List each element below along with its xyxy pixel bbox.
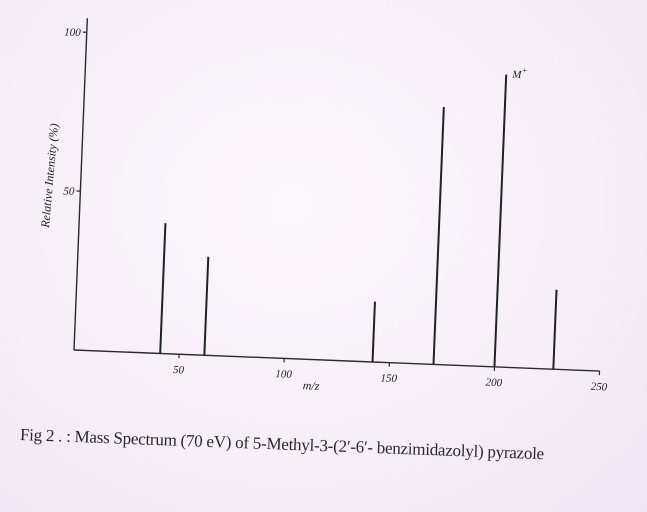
spectrum-peak xyxy=(493,74,508,367)
spectrum-peak xyxy=(432,107,445,365)
x-tick-label: 200 xyxy=(485,377,502,390)
y-tick-label: 100 xyxy=(64,26,81,39)
x-tick-label: 250 xyxy=(590,381,607,394)
x-tick-label: 150 xyxy=(380,372,397,385)
x-axis-line xyxy=(73,349,600,372)
figure-caption: Fig 2 . : Mass Spectrum (70 eV) of 5-Met… xyxy=(19,425,545,464)
x-tick-label: 50 xyxy=(173,364,185,376)
x-axis-label: m/z xyxy=(302,378,320,393)
spectrum-peak xyxy=(203,256,210,356)
x-ticks-group: 50 100 150 200 250 xyxy=(173,354,608,394)
mass-spectrum-chart: 100 50 50 100 150 200 250 M+ m/z Relative Int… xyxy=(38,18,608,394)
spectrum-peak xyxy=(159,223,167,354)
bars-group: M+ xyxy=(159,65,558,370)
y-ticks-group: 100 50 xyxy=(63,26,87,198)
molecular-ion-label: M+ xyxy=(511,65,528,82)
chart-plot-group: 100 50 50 100 150 200 250 M+ m/z xyxy=(63,18,608,394)
x-tick-label: 100 xyxy=(275,368,292,381)
spectrum-peak xyxy=(552,289,558,370)
y-axis-line xyxy=(73,18,89,351)
y-tick-label: 50 xyxy=(63,185,75,197)
spectrum-peak xyxy=(371,301,376,363)
y-axis-label: Relative Intensity (%) xyxy=(38,123,61,229)
